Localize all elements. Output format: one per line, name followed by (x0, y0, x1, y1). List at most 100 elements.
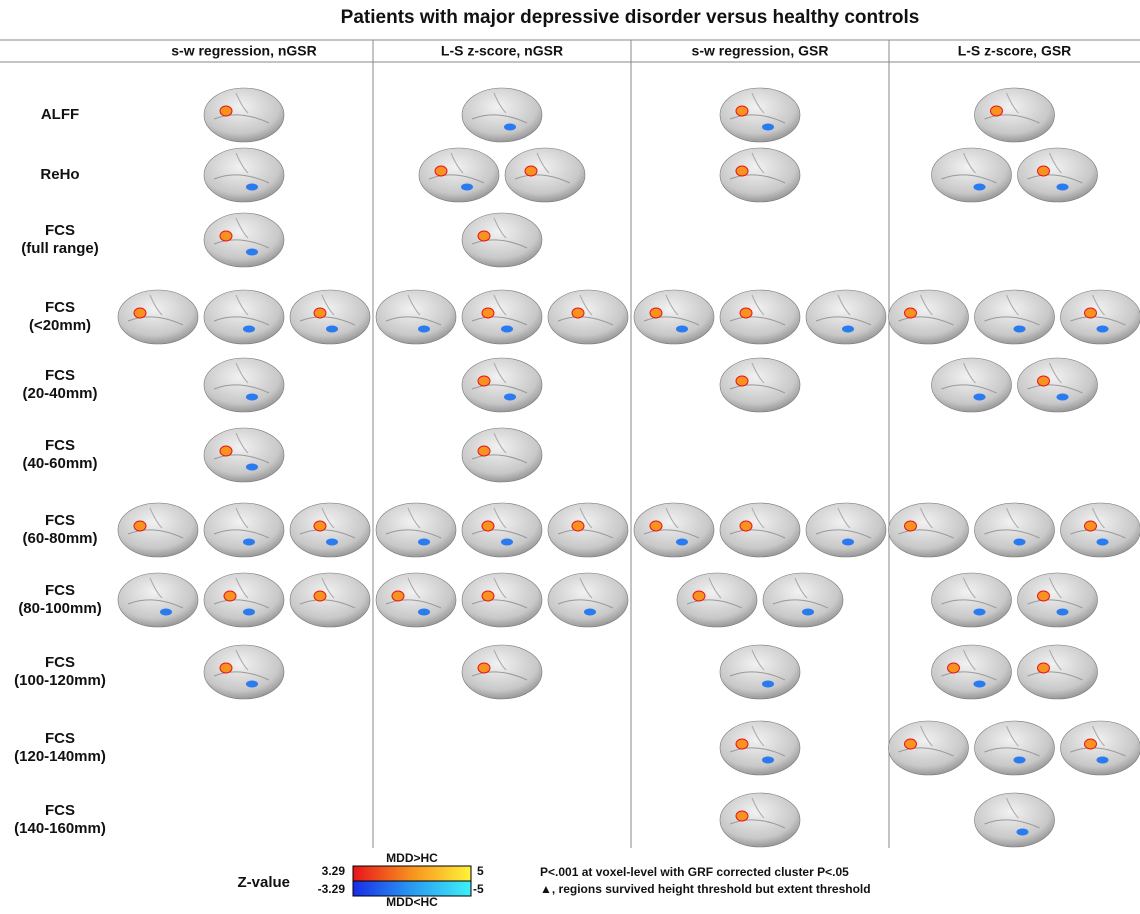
activation-pos (435, 166, 447, 176)
column-header: s-w regression, GSR (692, 43, 829, 59)
brain-image (462, 358, 542, 412)
brain-image (1018, 148, 1098, 202)
row-label: ALFF (41, 106, 79, 123)
activation-pos (693, 591, 705, 601)
grid: s-w regression, nGSR L-S z-score, nGSR s-w… (14, 40, 1140, 848)
activation-pos (478, 446, 490, 456)
activation-neg (501, 539, 513, 546)
brain-image (462, 645, 542, 699)
legend-label: Z-value (237, 874, 290, 891)
brain-image (462, 88, 542, 142)
brain-image (419, 148, 499, 202)
activation-pos (1038, 591, 1050, 601)
brain-image (932, 148, 1012, 202)
activation-pos (948, 663, 960, 673)
activation-neg (974, 184, 986, 191)
row-label: FCS (45, 299, 75, 316)
brain-image (975, 88, 1055, 142)
activation-pos (572, 308, 584, 318)
brain-image (720, 721, 800, 775)
activation-pos (905, 308, 917, 318)
activation-pos (482, 308, 494, 318)
row-label: FCS (45, 582, 75, 599)
activation-neg (974, 609, 986, 616)
brain-image (889, 290, 969, 344)
row-label: (140-160mm) (14, 820, 106, 837)
row-label: (60-80mm) (22, 530, 97, 547)
activation-pos (736, 106, 748, 116)
activation-neg (246, 681, 258, 688)
brain-image (720, 793, 800, 847)
brain-image (1061, 721, 1140, 775)
activation-pos (314, 308, 326, 318)
brain-image (1018, 645, 1098, 699)
column-header: s-w regression, nGSR (171, 43, 316, 59)
activation-neg (802, 609, 814, 616)
brain-image (720, 290, 800, 344)
activation-pos (134, 521, 146, 531)
brain-image (204, 573, 284, 627)
brain-image (806, 290, 886, 344)
activation-neg (974, 681, 986, 688)
activation-neg (842, 539, 854, 546)
activation-pos (1038, 663, 1050, 673)
brain-image (932, 358, 1012, 412)
activation-pos (224, 591, 236, 601)
brain-image (204, 213, 284, 267)
brain-image (118, 573, 198, 627)
brain-image (806, 503, 886, 557)
activation-neg (504, 394, 516, 401)
row-label: FCS (45, 654, 75, 671)
brain-image (462, 503, 542, 557)
activation-neg (326, 326, 338, 333)
activation-neg (243, 326, 255, 333)
brain-image (548, 503, 628, 557)
activation-neg (676, 326, 688, 333)
brain-image (204, 88, 284, 142)
row-label: (120-140mm) (14, 748, 106, 765)
legend: Z-value 3.29 -3.29 5 -5 MDD>HC MDD<HC P<… (237, 851, 870, 909)
brain-image (634, 503, 714, 557)
brain-image (204, 290, 284, 344)
activation-neg (501, 326, 513, 333)
brain-image (763, 573, 843, 627)
legend-name: MDD>HC (386, 851, 438, 865)
legend-name: MDD<HC (386, 895, 438, 909)
brain-image (290, 503, 370, 557)
activation-neg (762, 124, 774, 131)
activation-pos (736, 739, 748, 749)
figure: Patients with major depressive disorder … (0, 0, 1140, 909)
activation-pos (736, 376, 748, 386)
row-label: (full range) (21, 240, 99, 257)
activation-pos (736, 166, 748, 176)
brain-image (889, 721, 969, 775)
brain-image (634, 290, 714, 344)
row-label: FCS (45, 730, 75, 747)
activation-neg (974, 394, 986, 401)
brain-image (462, 290, 542, 344)
brain-image (462, 573, 542, 627)
activation-pos (740, 308, 752, 318)
activation-neg (246, 394, 258, 401)
row-label: (100-120mm) (14, 672, 106, 689)
activation-pos (991, 106, 1003, 116)
column-header: L-S z-score, nGSR (441, 43, 563, 59)
brain-image (290, 573, 370, 627)
legend-tick: -5 (473, 882, 484, 896)
brain-image (677, 573, 757, 627)
activation-neg (1057, 609, 1069, 616)
activation-pos (220, 231, 232, 241)
brain-image (118, 290, 198, 344)
brain-image (376, 573, 456, 627)
row-label: ReHo (40, 166, 79, 183)
brain-image (204, 645, 284, 699)
activation-neg (676, 539, 688, 546)
brain-image (720, 503, 800, 557)
activation-pos (905, 521, 917, 531)
activation-pos (1085, 308, 1097, 318)
brain-image (204, 148, 284, 202)
note: ▲, regions survived height threshold but… (540, 882, 871, 896)
brain-image (720, 358, 800, 412)
activation-pos (905, 739, 917, 749)
brain-image (1018, 573, 1098, 627)
